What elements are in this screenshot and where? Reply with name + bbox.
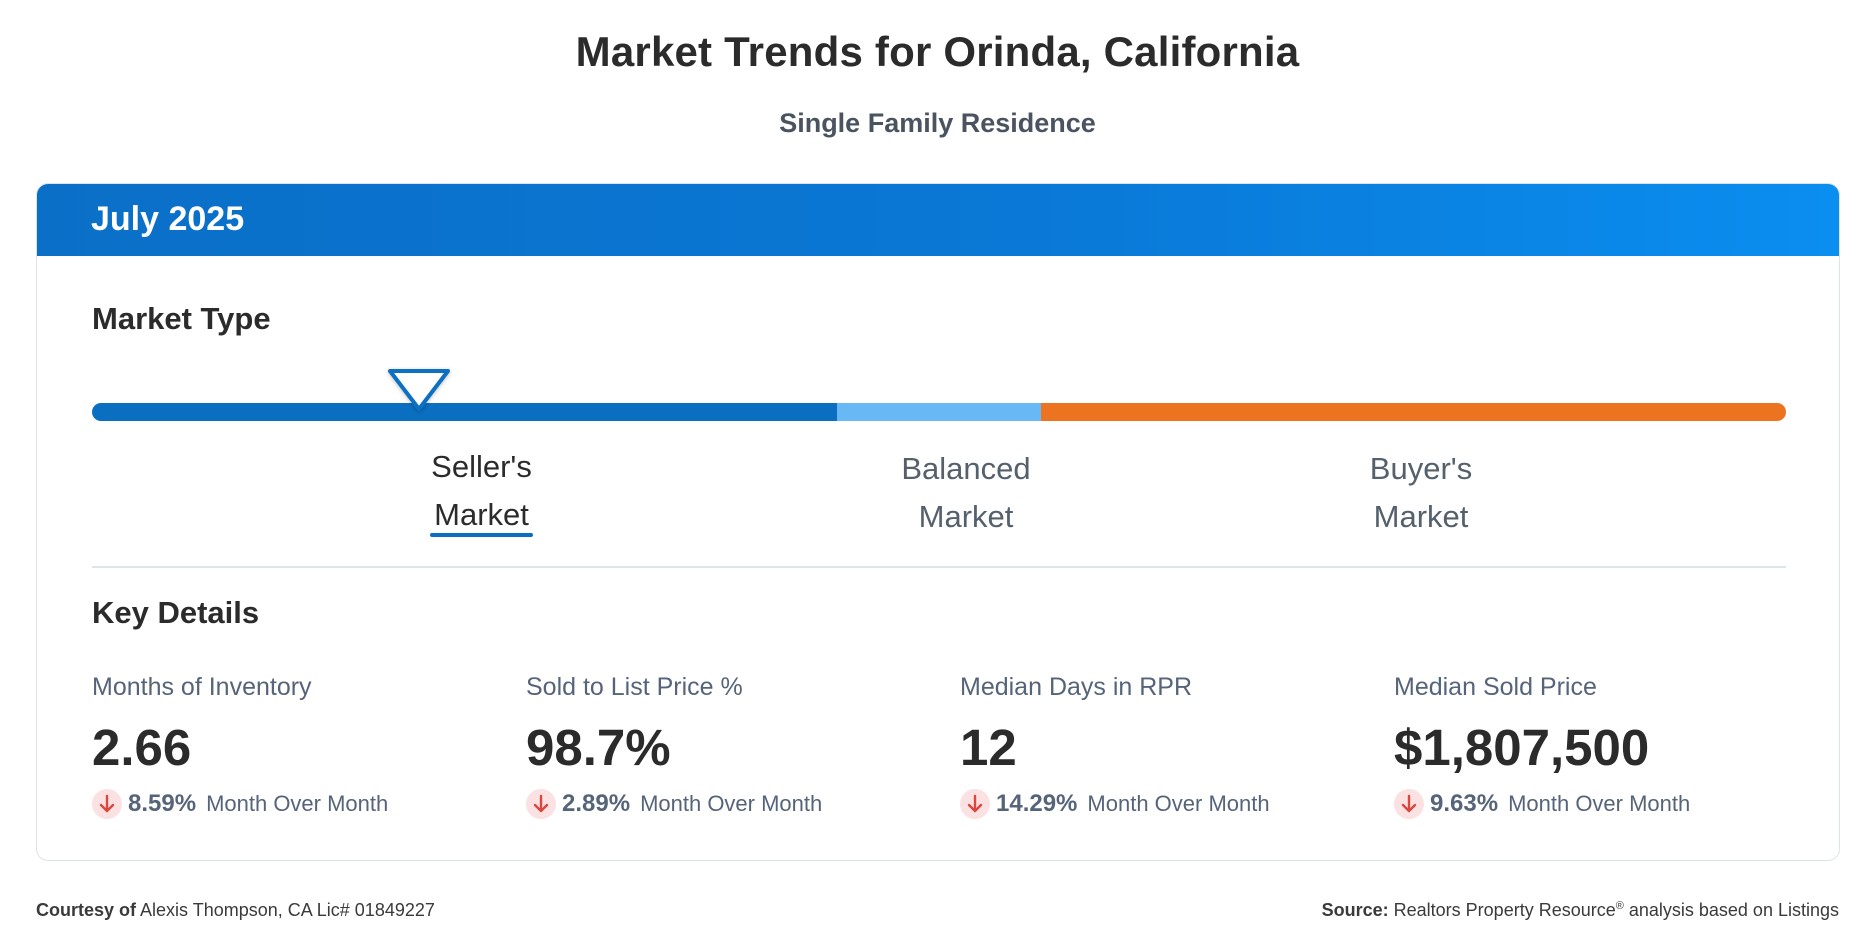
metric-label: Sold to List Price % [526,673,743,701]
period-label: July 2025 [91,200,245,238]
source-label: Source: [1321,900,1389,920]
metric-change: 8.59% Month Over Month [92,788,512,820]
change-label: Month Over Month [1087,791,1270,816]
card-header: July 2025 [37,184,1839,256]
key-details-heading: Key Details [92,595,260,630]
metric-label: Months of Inventory [92,673,312,701]
metric-change: 2.89% Month Over Month [526,788,946,820]
arrow-down-icon [526,789,556,819]
market-type-heading: Market Type [92,301,271,336]
source-name: Realtors Property Resource [1393,900,1616,920]
market-trends-card: July 2025 Market Type Seller's Market Ba… [36,183,1840,861]
change-percent: 8.59% [128,790,197,817]
market-type-gauge [92,403,1786,421]
metric-value: 98.7% [526,719,671,776]
change-label: Month Over Month [640,791,823,816]
courtesy-text: Alexis Thompson, CA Lic# 01849227 [140,900,435,920]
sellers-market-segment [92,403,837,421]
metric-change: 14.29% Month Over Month [960,788,1380,820]
arrow-down-icon [92,789,122,819]
courtesy-footer: Courtesy of Alexis Thompson, CA Lic# 018… [36,900,435,921]
metric-label: Median Days in RPR [960,673,1193,701]
metric-change: 9.63% Month Over Month [1394,788,1814,820]
change-percent: 9.63% [1430,790,1499,817]
metric-median-sold-price: Median Sold Price $1,807,500 9.63% Month… [1394,670,1814,820]
arrow-down-icon [960,789,990,819]
source-text: analysis based on Listings [1628,900,1839,920]
page-subtitle: Single Family Residence [779,108,1096,138]
buyers-market-segment [1041,403,1786,421]
registered-mark: ® [1615,900,1624,912]
metric-median-days-in-rpr: Median Days in RPR 12 14.29% Month Over … [960,670,1380,820]
metric-value: $1,807,500 [1394,719,1650,776]
page-title: Market Trends for Orinda, California [575,28,1300,75]
change-percent: 2.89% [562,790,631,817]
source-footer: Source: Realtors Property Resource® anal… [1322,900,1839,921]
metric-months-of-inventory: Months of Inventory 2.66 8.59% Month Ove… [92,670,512,820]
metric-label: Median Sold Price [1394,673,1597,701]
balanced-market-label: Balanced Market [901,451,1031,534]
buyers-market-label: Buyer's Market [1369,451,1473,534]
active-market-underline [430,533,533,537]
metric-value: 2.66 [92,719,192,776]
courtesy-label: Courtesy of [36,900,137,920]
change-label: Month Over Month [1508,791,1691,816]
balanced-market-segment [837,403,1041,421]
metric-value: 12 [960,719,1017,776]
change-percent: 14.29% [996,790,1078,817]
section-divider [92,566,1786,568]
sellers-market-label: Seller's Market [431,449,532,532]
change-label: Month Over Month [206,791,389,816]
metric-sold-to-list-price: Sold to List Price % 98.7% 2.89% Month O… [526,670,946,820]
arrow-down-icon [1394,789,1424,819]
market-indicator-icon [386,367,452,415]
